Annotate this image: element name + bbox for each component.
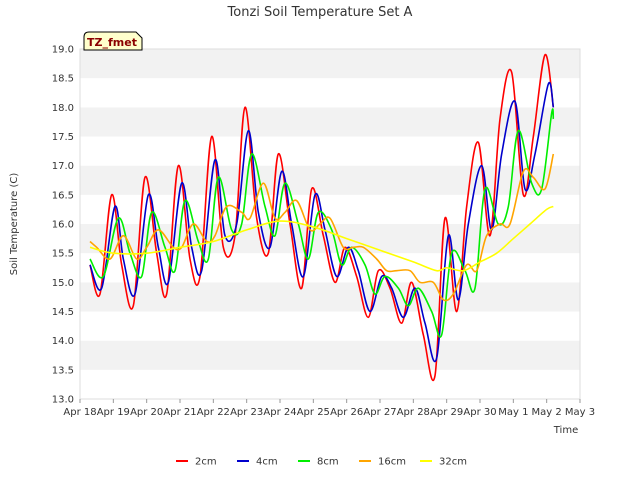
grid-band	[80, 224, 580, 254]
y-tick-label: 18.5	[52, 74, 74, 85]
plot-area-border	[79, 48, 581, 400]
y-tick-label: 16.5	[52, 190, 74, 201]
badge-label: TZ_fmet	[87, 36, 137, 49]
x-axis-title: Time	[553, 425, 578, 436]
grid-band	[80, 340, 580, 370]
legend-item-16cm: 16cm	[359, 457, 406, 468]
series-line-32cm	[89, 205, 554, 272]
x-tick-label: Apr 28	[397, 407, 430, 418]
legend-item-4cm: 4cm	[237, 457, 278, 468]
station-badge: TZ_fmet	[83, 31, 143, 51]
y-axis: 13.0 13.5 14.0 14.5 15.0 15.5 16.0 16.5 17.0 17.5…	[52, 45, 74, 406]
x-axis: Apr 18 Apr 19 Apr 20 Apr 21 Apr 22 Apr 23 Apr …	[63, 399, 595, 418]
x-tick-label: Apr 30	[463, 407, 496, 418]
series-line-16cm	[89, 153, 555, 302]
x-tick-label: Apr 24	[263, 407, 296, 418]
chart-title: Tonzi Soil Temperature Set A	[227, 5, 413, 20]
x-tick-label: Apr 19	[97, 407, 130, 418]
legend-item-2cm: 2cm	[176, 457, 217, 468]
legend-label: 16cm	[378, 457, 406, 468]
y-tick-label: 14.0	[52, 336, 74, 347]
legend-label: 32cm	[439, 457, 467, 468]
x-tick-label: May 3	[565, 407, 595, 418]
x-tick-label: Apr 23	[230, 407, 263, 418]
grid-band	[80, 107, 580, 137]
legend-label: 8cm	[317, 457, 339, 468]
x-tick-label: May 1	[498, 407, 528, 418]
grid-band	[80, 311, 580, 341]
x-tick-label: May 2	[532, 407, 562, 418]
legend-label: 2cm	[195, 457, 217, 468]
x-tick-label: Apr 18	[63, 407, 96, 418]
grid-band	[80, 369, 580, 399]
x-tick-label: Apr 26	[330, 407, 363, 418]
y-axis-title: Soil Temperature (C)	[9, 173, 20, 276]
y-tick-label: 15.0	[52, 278, 74, 289]
grid-band	[80, 136, 580, 166]
grid-band	[80, 282, 580, 312]
series-line-2cm	[89, 54, 555, 381]
x-tick-label: Apr 27	[363, 407, 396, 418]
badge-shape	[83, 31, 143, 51]
x-tick-label: Apr 29	[430, 407, 463, 418]
y-tick-label: 15.5	[52, 249, 74, 260]
grid-band	[80, 165, 580, 195]
series-line-8cm	[89, 108, 555, 338]
y-tick-label: 19.0	[52, 45, 74, 56]
y-tick-label: 17.0	[52, 161, 74, 172]
legend-item-32cm: 32cm	[420, 457, 467, 468]
y-tick-label: 18.0	[52, 103, 74, 114]
grid-band	[80, 49, 580, 79]
y-tick-label: 16.0	[52, 220, 74, 231]
x-tick-label: Apr 21	[163, 407, 196, 418]
series-lines	[89, 54, 555, 381]
y-tick-label: 13.0	[52, 395, 74, 406]
x-tick-label: Apr 25	[297, 407, 330, 418]
legend: 2cm 4cm 8cm 16cm 32cm	[176, 457, 467, 468]
y-tick-label: 17.5	[52, 132, 74, 143]
legend-item-8cm: 8cm	[298, 457, 339, 468]
y-tick-label: 13.5	[52, 365, 74, 376]
x-tick-label: Apr 22	[197, 407, 230, 418]
y-tick-label: 14.5	[52, 307, 74, 318]
grid-band	[80, 78, 580, 108]
legend-label: 4cm	[256, 457, 278, 468]
x-tick-label: Apr 20	[130, 407, 163, 418]
